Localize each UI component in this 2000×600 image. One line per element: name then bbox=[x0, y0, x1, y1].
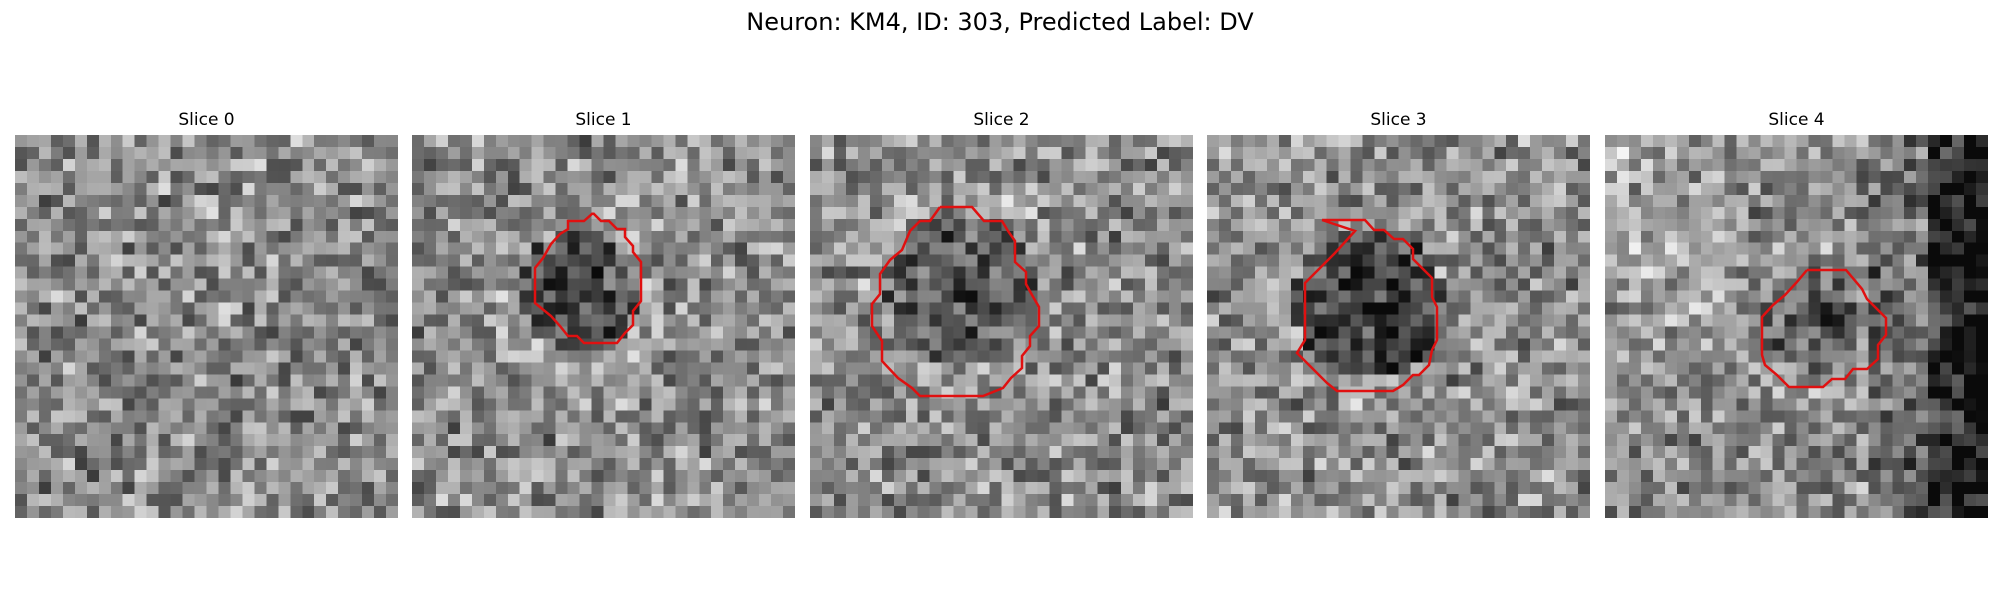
slice-panel-2: Slice 2 bbox=[810, 110, 1193, 522]
figure-title: Neuron: KM4, ID: 303, Predicted Label: D… bbox=[746, 8, 1254, 36]
contour-overlay bbox=[1760, 268, 1888, 389]
contour-overlay bbox=[870, 205, 1041, 398]
segmentation-contour bbox=[870, 205, 1041, 398]
segmentation-contour bbox=[1760, 268, 1888, 389]
slice-title: Slice 4 bbox=[1768, 110, 1825, 130]
segmentation-contour bbox=[1295, 218, 1439, 393]
slice-panel-3: Slice 3 bbox=[1207, 110, 1590, 522]
contour-overlay bbox=[1295, 218, 1439, 393]
segmentation-contour bbox=[533, 212, 643, 345]
slice-panel-0: Slice 0 bbox=[15, 110, 398, 522]
slice-title: Slice 0 bbox=[178, 110, 235, 130]
contour-overlay bbox=[533, 212, 643, 345]
slice-title: Slice 3 bbox=[1370, 110, 1427, 130]
slice-image bbox=[15, 135, 398, 518]
slice-image bbox=[1207, 135, 1590, 518]
slice-panel-4: Slice 4 bbox=[1605, 110, 1988, 522]
slice-title: Slice 1 bbox=[575, 110, 632, 130]
slice-title: Slice 2 bbox=[973, 110, 1030, 130]
slice-panel-1: Slice 1 bbox=[412, 110, 795, 522]
slice-image bbox=[412, 135, 795, 518]
slice-image bbox=[1605, 135, 1988, 518]
